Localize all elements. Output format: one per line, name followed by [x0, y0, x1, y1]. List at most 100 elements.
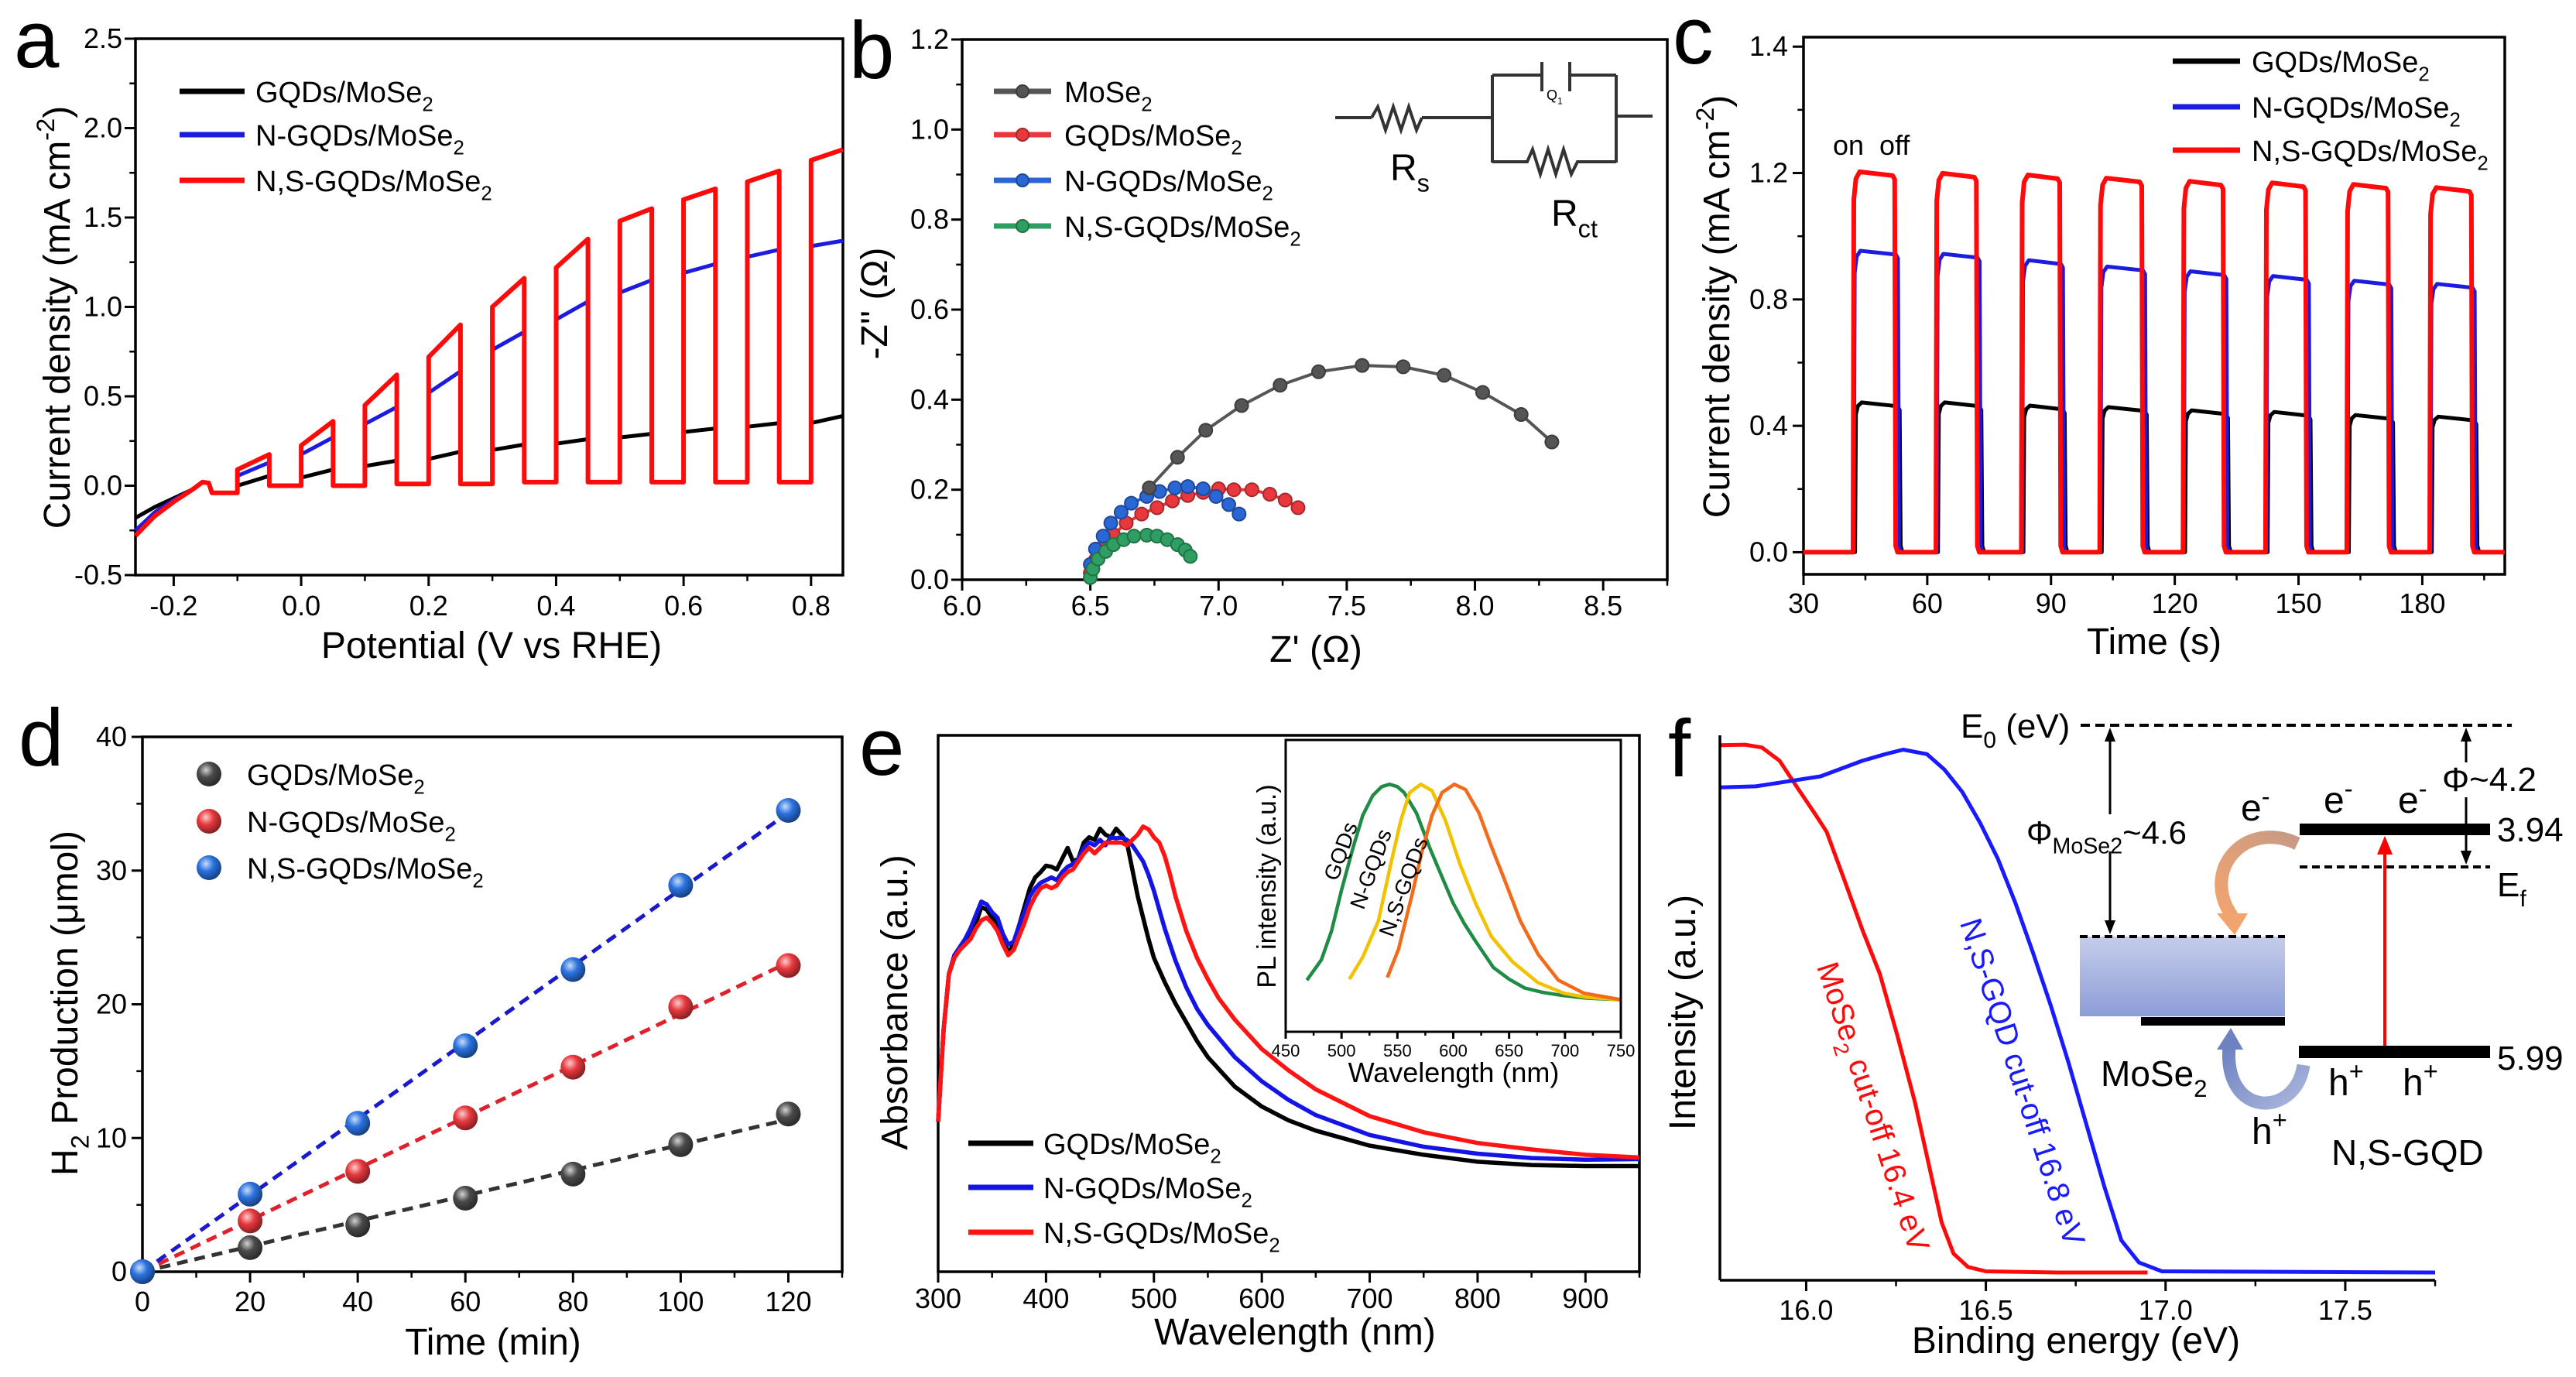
inset-series-line-gqds	[1305, 783, 1622, 1002]
x-tick-label: 600	[1439, 1041, 1468, 1060]
data-point	[1544, 434, 1560, 450]
x-tick-label: 17.0	[2139, 1294, 2193, 1326]
y-tick-label: 40	[96, 721, 127, 752]
gqd-work-function-label: Φ~4.2	[2442, 761, 2537, 799]
x-tick-label: 100	[657, 1286, 704, 1317]
y-tick-label: 2.0	[84, 112, 122, 144]
x-tick-label: 8.0	[1456, 590, 1495, 622]
fermi-level-label: Ef	[2497, 866, 2526, 912]
panel-label: e	[859, 702, 904, 793]
x-tick-label: 450	[1272, 1041, 1300, 1060]
data-point	[668, 872, 694, 898]
data-point	[560, 1161, 586, 1187]
data-point	[1149, 500, 1165, 516]
x-tick-label: 8.5	[1584, 590, 1622, 622]
data-point	[345, 1111, 371, 1136]
legend-label: GQDs/MoSe2	[1043, 1129, 1221, 1167]
excitation-arrow-head	[2377, 836, 2393, 855]
x-tick-label: 0.2	[409, 590, 448, 622]
x-tick-label: 0.4	[536, 590, 575, 622]
data-point	[1124, 495, 1139, 511]
legend-label: N,S-GQDs/MoSe2	[255, 166, 492, 204]
x-tick-label: 60	[450, 1286, 481, 1317]
data-point	[1437, 368, 1452, 383]
data-point	[1113, 505, 1129, 520]
series-gqds-mose2	[130, 1101, 801, 1284]
label-background	[2438, 762, 2543, 797]
electron-label: e-	[2241, 782, 2270, 829]
legend-entry: N-GQDs/MoSe2	[2173, 92, 2461, 131]
data-point	[1234, 398, 1249, 413]
legend-marker	[1016, 128, 1029, 142]
y-tick-label: 0.4	[1749, 409, 1788, 441]
rct-label: Rct	[1551, 194, 1598, 242]
series-line-n-s-gqds-mose2	[936, 824, 1640, 1160]
data-point	[560, 957, 586, 982]
x-tick-label: 7.0	[1199, 590, 1238, 622]
data-point	[1244, 482, 1259, 498]
x-tick-label: 6.5	[1071, 590, 1110, 622]
x-tick-label: 500	[1131, 1283, 1177, 1314]
y-tick-label: 1.0	[910, 113, 949, 145]
arrow-head	[2461, 728, 2472, 742]
arrow-head	[2105, 728, 2115, 742]
vacuum-level-label: E0 (eV)	[1961, 707, 2070, 753]
inset-series-line-n-gqds	[1348, 783, 1622, 1002]
data-point	[1355, 358, 1370, 373]
y-tick-label: 0.6	[910, 293, 949, 325]
hole-label: h+	[2328, 1057, 2364, 1104]
y-axis-title: H2 Production (μmol)	[45, 831, 94, 1176]
legend-marker	[197, 855, 221, 880]
x-tick-label: 16.0	[1779, 1294, 1833, 1326]
x-axis-title: Time (min)	[405, 1322, 581, 1363]
legend-label: N,S-GQDs/MoSe2	[1064, 211, 1301, 250]
equivalent-circuit-inset: Rs Rct Q1	[1335, 62, 1653, 242]
panel-label: f	[1668, 704, 1691, 794]
y-tick-label: 10	[96, 1122, 127, 1153]
legend-entry: GQDs/MoSe2	[197, 759, 425, 798]
cpe-symbol	[1540, 62, 1571, 91]
mose2-band-box	[2080, 937, 2285, 1016]
series-line-mose2	[1719, 742, 2148, 1275]
data-point	[776, 798, 801, 823]
data-point	[238, 1235, 263, 1260]
y-tick-label: 0.8	[910, 204, 949, 235]
legend-label: N,S-GQDs/MoSe2	[1043, 1218, 1280, 1256]
mose2-label: MoSe2	[2101, 1053, 2208, 1102]
hole-label: h+	[2252, 1105, 2287, 1153]
x-tick-label: 0.6	[664, 590, 703, 622]
data-point	[668, 1132, 694, 1157]
y-tick-label: 0.8	[1749, 283, 1788, 315]
legend-label: N-GQDs/MoSe2	[1043, 1173, 1252, 1211]
legend-entry: N-GQDs/MoSe2	[968, 1173, 1252, 1211]
x-tick-label: 400	[1023, 1283, 1069, 1314]
x-tick-label: 550	[1383, 1041, 1412, 1060]
data-point	[1103, 516, 1118, 531]
arrow-head	[2461, 851, 2472, 865]
data-point	[1226, 482, 1242, 498]
data-point	[1396, 359, 1411, 375]
y-tick-label: 0.0	[910, 563, 949, 595]
legend-entry: GQDs/MoSe2	[2173, 46, 2430, 85]
series-n-s-gqds-mose2	[130, 798, 801, 1284]
electron-transfer-arrow-head	[2217, 913, 2248, 935]
y-tick-label: 2.5	[84, 22, 122, 54]
series-n-s-gqds-mose2	[1083, 527, 1198, 585]
panel-b-eis-nyquist: 6.0 6.5 7.0 7.5 8.0 8.5 0.0 0.2 0.4 0.6 0.8 1.0 1.2 Z…	[849, 5, 1669, 670]
x-tick-label: 700	[1346, 1283, 1392, 1314]
x-tick-label: 6.0	[943, 590, 981, 622]
data-point	[1277, 492, 1293, 508]
legend-entry: GQDs/MoSe2	[994, 120, 1242, 159]
legend-entry: N,S-GQDs/MoSe2	[180, 166, 492, 204]
x-tick-label: 0.0	[282, 590, 320, 622]
data-point	[1180, 479, 1195, 495]
x-tick-label: 0.8	[792, 590, 831, 622]
y-tick-label: 0.4	[910, 383, 949, 415]
electron-label: e-	[2324, 774, 2353, 821]
lumo-level-value: 3.94	[2497, 811, 2564, 849]
resistor-rs-symbol	[1370, 101, 1423, 135]
circuit-wire	[1422, 74, 1653, 163]
legend-entry: N-GQDs/MoSe2	[180, 120, 464, 159]
data-point	[1167, 480, 1183, 495]
